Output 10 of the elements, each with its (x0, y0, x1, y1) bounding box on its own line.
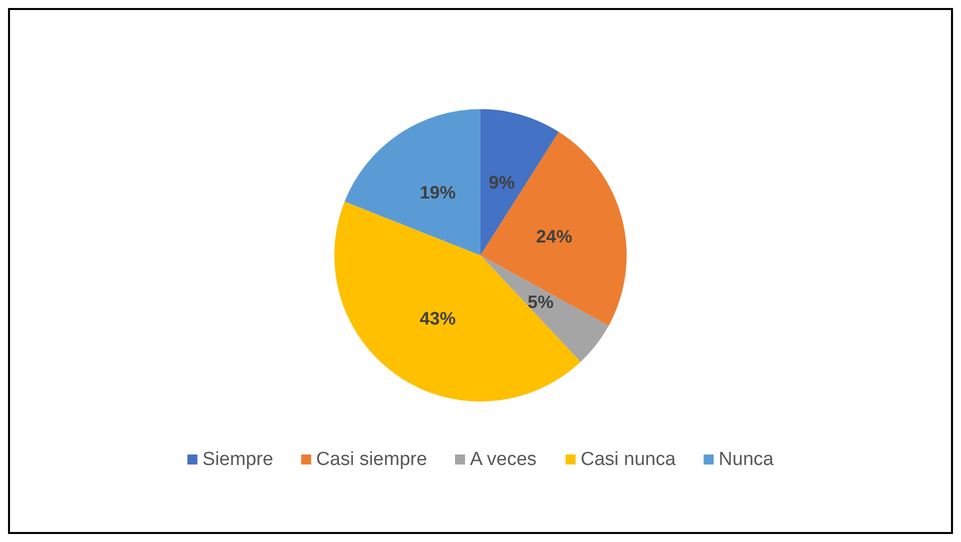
data-label: 19% (420, 182, 456, 202)
data-label: 5% (528, 292, 554, 312)
legend-label: Siempre (202, 449, 274, 470)
data-label: 24% (536, 226, 572, 246)
legend-label: Casi nunca (580, 449, 676, 470)
data-label: 43% (420, 308, 456, 328)
legend-label: Casi siempre (316, 449, 428, 470)
data-label: 9% (488, 172, 515, 192)
legend-label: A veces (470, 449, 537, 470)
legend-label: Nunca (718, 449, 774, 470)
